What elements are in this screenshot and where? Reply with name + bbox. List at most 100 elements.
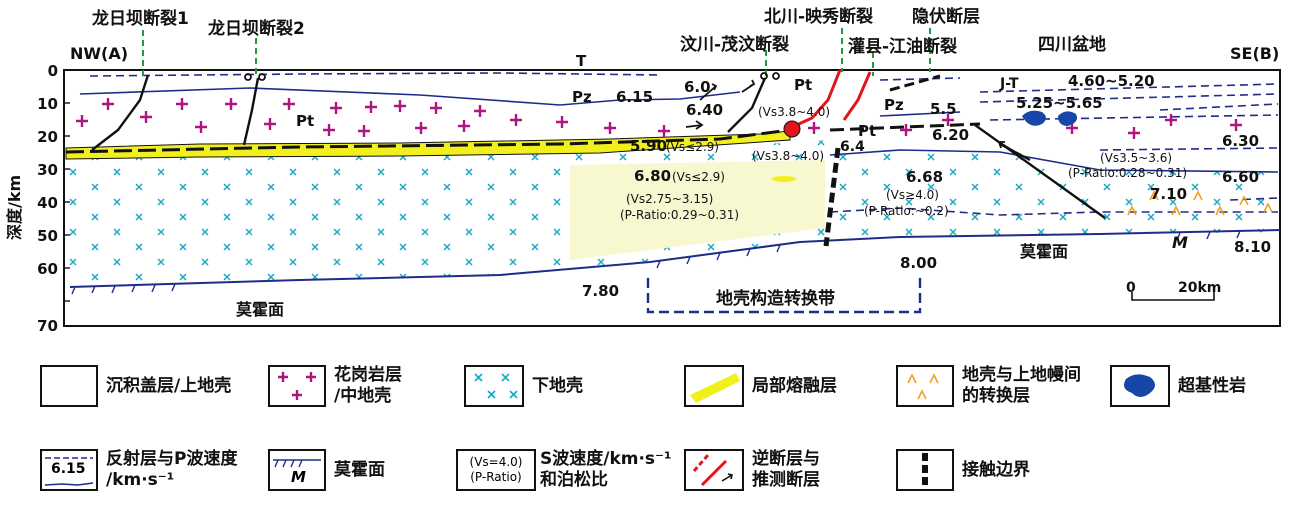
- velocity-6-20: 6.20: [932, 126, 969, 144]
- velocity-6-68: 6.68: [906, 168, 943, 186]
- contact-boundary: [823, 147, 841, 247]
- legend-thrust: 逆断层与 推测断层: [684, 449, 820, 491]
- velocity-6-40: 6.40: [686, 101, 723, 119]
- unit-pt-3: Pt: [858, 122, 876, 140]
- annotation-p-ratio-0-29: (P-Ratio:0.29~0.31): [620, 208, 739, 222]
- annotation-vs-le-2-9-zone: (Vs≤2.9): [672, 170, 725, 184]
- legend-reflector-sample: 6.15: [51, 461, 86, 477]
- fault-motion-arrows: [244, 72, 1016, 153]
- scale-bar: [1131, 292, 1215, 301]
- legend-contact: 接触边界: [896, 449, 1030, 491]
- depth-tick-60: 60: [37, 260, 58, 278]
- endpoint-left: NW(A): [70, 44, 128, 63]
- fault-traces-green: [142, 28, 931, 76]
- legend-swatch-crust-mantle: [896, 365, 954, 407]
- velocity-6-15: 6.15: [616, 88, 653, 106]
- annotation-vs-ge-4-0: (Vs≥4.0): [886, 188, 939, 202]
- transition-zone-label: 地壳构造转换带: [716, 288, 835, 309]
- legend-swatch-ultrabasic: [1110, 365, 1170, 407]
- legend-vs-sample-2: (P-Ratio): [470, 470, 522, 484]
- velocity-5-90: 5.90: [630, 137, 667, 155]
- annotation-p-ratio-0-2: (P-Ratio:~0.2): [864, 204, 949, 218]
- depth-tick-70: 70: [37, 317, 58, 335]
- legend-moho-sample: M: [291, 468, 306, 486]
- moho-symbol: M: [1172, 233, 1188, 252]
- velocity-8-00: 8.00: [900, 254, 937, 272]
- ultrabasic-body-1: [1022, 110, 1046, 126]
- geologic-cross-section: 0 10 20 30 40 50 60 70 深度/km NW(A) SE(B)…: [5, 6, 1281, 335]
- velocity-6-4: 6.4: [840, 139, 865, 155]
- legend-swatch-melt: [684, 365, 744, 407]
- velocity-6-80: 6.80: [634, 167, 671, 185]
- unit-t: T: [576, 52, 587, 70]
- legend-swatch-granite: [268, 365, 326, 407]
- fault-label-hidden: 隐伏断层: [912, 6, 980, 27]
- legend-swatch-contact: [896, 449, 954, 491]
- annotation-vs-2-75: (Vs2.75~3.15): [626, 192, 713, 206]
- legend-granite: 花岗岩层 /中地壳: [268, 365, 402, 407]
- scale-label-zero: 0: [1126, 280, 1136, 296]
- annotation-vs-3-8-upper: (Vs3.8~4.0): [758, 105, 830, 119]
- legend-text-vs: S波速度/km·s⁻¹ 和泊松比: [540, 449, 672, 490]
- fault-label-beichuan: 北川-映秀断裂: [764, 6, 873, 27]
- legend-swatch-sediment: [40, 365, 98, 407]
- thrust-fault-red: [789, 69, 842, 130]
- legend-text-melt: 局部熔融层: [752, 375, 837, 396]
- reflector-lines: [89, 72, 1279, 216]
- moho-line: [69, 229, 1281, 288]
- fault-label-longriba1: 龙日坝断裂1: [91, 8, 189, 29]
- annotation-vs-le-2-9-melt: (Vs≤2.9): [666, 140, 719, 154]
- ultrabasic-body-2: [1058, 111, 1077, 126]
- velocity-5-25: 5.25~5.65: [1016, 94, 1103, 112]
- legend-crust-mantle: 地壳与上地幔间 的转换层: [896, 365, 1081, 407]
- fault-label-guanxian: 灌县-江油断裂: [848, 36, 957, 57]
- annotation-vs-3-8-lower: (Vs3.8~4.0): [752, 149, 824, 163]
- scale-label-20km: 20km: [1178, 280, 1221, 296]
- legend-ultrabasic: 超基性岩: [1110, 365, 1246, 407]
- moho-label-left: 莫霍面: [235, 300, 284, 319]
- legend-swatch-reflector: 6.15: [40, 449, 98, 491]
- velocity-7-10: 7.10: [1150, 185, 1187, 203]
- melt-lens: [772, 176, 796, 182]
- legend-lower-crust: 下地壳: [464, 365, 583, 407]
- legend-swatch-vs: (Vs=4.0) (P-Ratio): [456, 449, 536, 491]
- fault-label-longriba2: 龙日坝断裂2: [207, 18, 305, 39]
- depth-tick-20: 20: [37, 128, 58, 146]
- annotation-p-ratio-0-28: (P-Ratio:0.28~0.31): [1068, 166, 1187, 180]
- legend-vs-sample-1: (Vs=4.0): [469, 455, 523, 469]
- legend-text-contact: 接触边界: [962, 459, 1030, 480]
- velocity-7-80: 7.80: [582, 282, 619, 300]
- granite-crosses: [76, 98, 1242, 139]
- legend-text-thrust: 逆断层与 推测断层: [752, 449, 820, 490]
- reflector-solid-lines: [79, 87, 1279, 173]
- unit-jt: J-T: [999, 76, 1019, 92]
- unit-pt-2: Pt: [794, 76, 812, 94]
- velocity-6-0: 6.0: [684, 78, 711, 96]
- hidden-fault-trace: [889, 74, 941, 92]
- legend-text-crust-mantle: 地壳与上地幔间 的转换层: [962, 365, 1081, 406]
- thrust-fault-red-2: [842, 71, 872, 121]
- legend-reflector: 6.15 反射层与P波速度 /km·s⁻¹: [40, 449, 237, 491]
- unit-pt-1: Pt: [296, 112, 314, 130]
- depth-tick-10: 10: [37, 95, 58, 113]
- annotation-vs-3-5: (Vs3.5~3.6): [1100, 151, 1172, 165]
- velocity-5-5: 5.5: [930, 100, 957, 118]
- unit-pz-2: Pz: [884, 96, 904, 114]
- tectonic-transition-zone: [570, 160, 825, 260]
- depth-tick-0: 0: [48, 62, 58, 80]
- unit-pz-1: Pz: [572, 88, 592, 106]
- crust-mantle-transition: [1127, 190, 1273, 216]
- legend-vs: (Vs=4.0) (P-Ratio) S波速度/km·s⁻¹ 和泊松比: [456, 449, 671, 491]
- velocity-8-10: 8.10: [1234, 238, 1271, 256]
- detachment-line: [65, 128, 791, 154]
- depth-tick-30: 30: [37, 161, 58, 179]
- moho-label-right: 莫霍面: [1019, 242, 1068, 261]
- depth-axis: [64, 69, 70, 302]
- velocity-6-30: 6.30: [1222, 132, 1259, 150]
- region-sichuan-basin: 四川盆地: [1038, 34, 1106, 55]
- legend-moho: M 莫霍面: [268, 449, 385, 491]
- hypocenter-marker: [783, 120, 801, 138]
- detachment-east: [829, 122, 981, 132]
- legend-swatch-thrust: [684, 449, 744, 491]
- legend-swatch-lower-crust: [464, 365, 524, 407]
